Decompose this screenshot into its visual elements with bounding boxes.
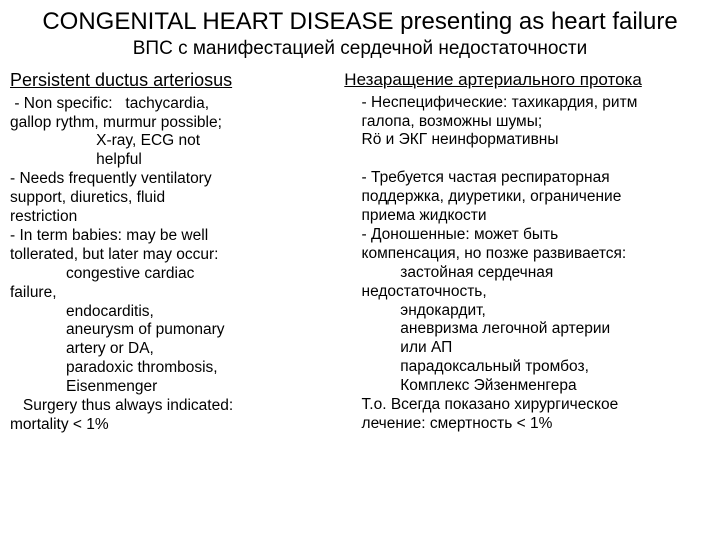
left-body: - Non specific: tachycardia, gallop ryth… bbox=[10, 95, 334, 435]
left-column: Persistent ductus arteriosus - Non speci… bbox=[10, 70, 334, 435]
right-body: - Неспецифические: тахикардия, ритм гало… bbox=[344, 94, 710, 434]
right-heading: Незаращение артериального протока bbox=[344, 70, 710, 90]
title-ru: ВПС с манифестацией сердечной недостаточ… bbox=[10, 38, 710, 60]
left-heading: Persistent ductus arteriosus bbox=[10, 70, 334, 91]
right-column: Незаращение артериального протока - Несп… bbox=[344, 70, 710, 435]
two-column-layout: Persistent ductus arteriosus - Non speci… bbox=[10, 70, 710, 435]
title-en: CONGENITAL HEART DISEASE presenting as h… bbox=[10, 8, 710, 36]
